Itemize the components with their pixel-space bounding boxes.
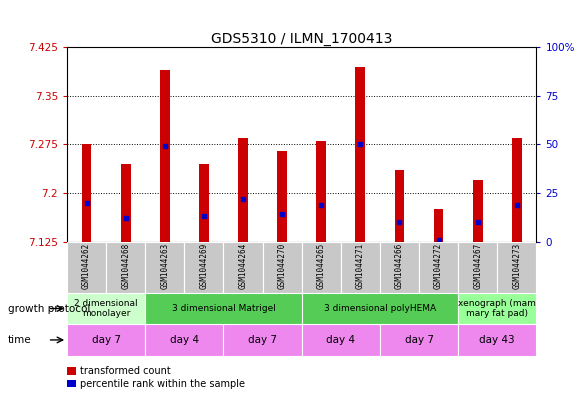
Text: GSM1044272: GSM1044272 (434, 243, 443, 289)
Bar (121, 164, 131, 242)
Text: GSM1044267: GSM1044267 (473, 243, 482, 289)
Bar (106, 242, 145, 293)
Bar (317, 141, 326, 242)
Text: 3 dimensional polyHEMA: 3 dimensional polyHEMA (324, 304, 436, 313)
Bar (223, 324, 302, 356)
Bar (145, 293, 302, 324)
Bar (458, 293, 536, 324)
Text: day 43: day 43 (479, 335, 515, 345)
Bar (341, 242, 380, 293)
Bar (184, 242, 223, 293)
Bar (497, 242, 536, 293)
Text: day 7: day 7 (405, 335, 434, 345)
Bar (419, 242, 458, 293)
Text: time: time (8, 335, 31, 345)
Bar (223, 242, 262, 293)
Text: GSM1044270: GSM1044270 (278, 243, 287, 289)
Bar (145, 242, 184, 293)
Bar (302, 324, 380, 356)
Bar (278, 151, 287, 242)
Text: 2 dimensional
monolayer: 2 dimensional monolayer (75, 299, 138, 318)
Text: growth protocol: growth protocol (8, 303, 90, 314)
Bar (262, 242, 302, 293)
Bar (199, 164, 209, 242)
Title: GDS5310 / ILMN_1700413: GDS5310 / ILMN_1700413 (211, 32, 392, 46)
Text: 3 dimensional Matrigel: 3 dimensional Matrigel (171, 304, 275, 313)
Bar (67, 242, 106, 293)
Bar (473, 180, 483, 242)
Text: GSM1044265: GSM1044265 (317, 243, 326, 289)
Bar (458, 242, 497, 293)
Text: GSM1044271: GSM1044271 (356, 243, 365, 289)
Bar (356, 66, 366, 242)
Bar (380, 324, 458, 356)
Bar (82, 144, 92, 242)
Text: transformed count: transformed count (80, 365, 171, 376)
Bar (458, 324, 536, 356)
Bar (160, 70, 170, 242)
Bar (67, 293, 145, 324)
Text: GSM1044264: GSM1044264 (238, 243, 248, 289)
Text: xenograph (mam
mary fat pad): xenograph (mam mary fat pad) (458, 299, 536, 318)
Bar (380, 242, 419, 293)
Bar (302, 242, 341, 293)
Text: GSM1044262: GSM1044262 (82, 243, 91, 289)
Bar (512, 138, 522, 242)
Text: day 7: day 7 (92, 335, 121, 345)
Bar (302, 293, 458, 324)
Text: GSM1044266: GSM1044266 (395, 243, 404, 289)
Text: day 7: day 7 (248, 335, 277, 345)
Text: GSM1044269: GSM1044269 (199, 243, 209, 289)
Bar (434, 209, 444, 242)
Text: day 4: day 4 (326, 335, 355, 345)
Text: percentile rank within the sample: percentile rank within the sample (80, 378, 245, 389)
Text: GSM1044268: GSM1044268 (121, 243, 130, 289)
Text: GSM1044263: GSM1044263 (160, 243, 169, 289)
Text: GSM1044273: GSM1044273 (512, 243, 521, 289)
Bar (395, 170, 405, 242)
Bar (238, 138, 248, 242)
Bar (145, 324, 223, 356)
Bar (67, 324, 145, 356)
Text: day 4: day 4 (170, 335, 199, 345)
